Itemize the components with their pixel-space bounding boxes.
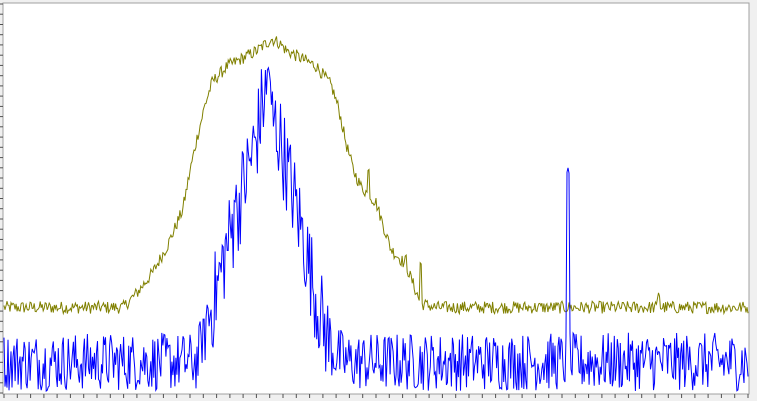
series-line-series-olive xyxy=(3,36,749,316)
x-axis-ticks xyxy=(3,394,749,398)
series-line-series-blue xyxy=(3,66,749,392)
y-axis-ticks xyxy=(0,3,3,394)
series-layer xyxy=(3,36,749,392)
